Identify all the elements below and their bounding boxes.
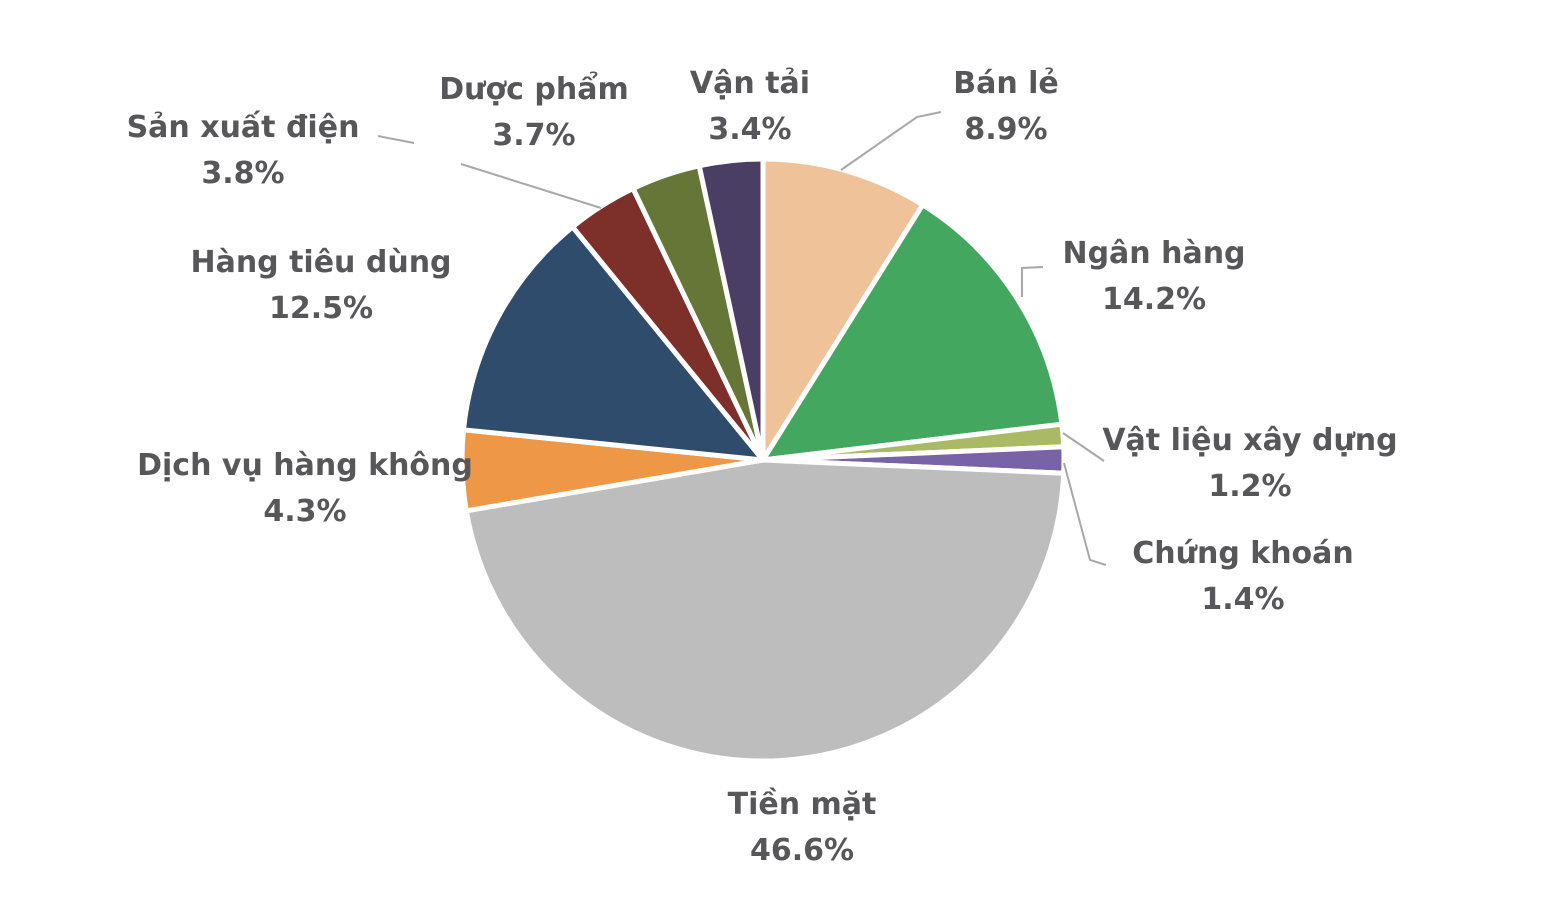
pie-slice-tien-mat	[463, 457, 1067, 764]
pie-slice-van-tai	[696, 156, 766, 463]
slice-percent: 14.2%	[1101, 282, 1207, 317]
slice-percent: 3.8%	[201, 156, 285, 191]
slice-name: Sản xuất điện	[126, 110, 360, 145]
slice-percent: 1.2%	[1208, 469, 1292, 504]
slice-percent: 8.9%	[964, 112, 1048, 147]
slice-name: Dược phẩm	[439, 72, 629, 107]
leader-line-vat-lieu-xay-dung	[1062, 432, 1105, 462]
slice-name: Ngân hàng	[1062, 236, 1246, 271]
slice-label-duoc-pham: Dược phẩm 3.7%	[439, 67, 628, 159]
slice-name: Tiền mặt	[727, 787, 877, 822]
slice-name: Dịch vụ hàng không	[137, 448, 473, 483]
leader-line-ngan-hang	[1021, 266, 1044, 297]
slice-label-hang-tieu-dung: Hàng tiêu dùng 12.5%	[190, 240, 451, 332]
slice-label-van-tai: Vận tải 3.4%	[690, 61, 810, 153]
slice-label-dich-vu-hang-khong: Dịch vụ hàng không 4.3%	[137, 443, 473, 535]
leader-line-ban-le	[840, 111, 942, 171]
slice-percent: 4.3%	[263, 494, 347, 529]
slice-name: Hàng tiêu dùng	[190, 245, 452, 280]
slice-label-vat-lieu-xay-dung: Vật liệu xây dựng 1.2%	[1102, 418, 1397, 510]
slice-percent: 12.5%	[268, 291, 374, 326]
pie-slice-hang-tieu-dung	[461, 224, 766, 463]
slice-label-chung-khoan: Chứng khoán 1.4%	[1132, 531, 1354, 623]
leader-line-san-xuat-dien	[377, 135, 415, 144]
slice-name: Vật liệu xây dựng	[1102, 423, 1398, 458]
slice-percent: 1.4%	[1201, 582, 1285, 617]
slice-label-san-xuat-dien: Sản xuất điện 3.8%	[127, 105, 360, 197]
slice-name: Chứng khoán	[1132, 536, 1354, 571]
slice-name: Bán lẻ	[953, 66, 1059, 101]
slice-name: Vận tải	[689, 66, 811, 101]
slice-percent: 46.6%	[749, 833, 855, 868]
slice-label-ban-le: Bán lẻ 8.9%	[953, 61, 1059, 153]
slice-label-tien-mat: Tiền mặt 46.6%	[728, 782, 877, 874]
leader-line-duoc-pham	[460, 163, 602, 209]
pie-slice-ban-le	[760, 156, 926, 463]
pie-slice-ngan-hang	[760, 202, 1065, 463]
slice-percent: 3.7%	[492, 118, 576, 153]
leader-line-chung-khoan	[1063, 462, 1107, 566]
slice-percent: 3.4%	[708, 112, 792, 147]
slice-label-ngan-hang: Ngân hàng 14.2%	[1062, 231, 1245, 323]
